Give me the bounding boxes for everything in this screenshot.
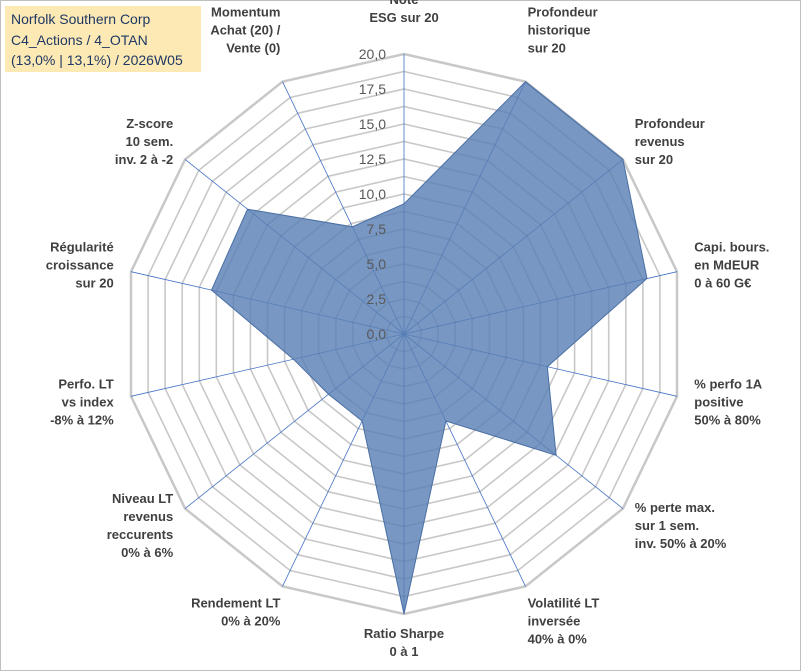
axis-label: Régularité croissance sur 20: [46, 240, 114, 291]
axis-label-line: en MdEUR: [694, 258, 760, 273]
axis-label-line: Volatilité LT: [528, 596, 600, 611]
axis-label: Ratio Sharpe 0 à 1: [364, 626, 444, 659]
axis-label: % perfo 1A positive 50% à 80%: [694, 377, 763, 428]
axis-label-line: positive: [694, 395, 743, 410]
axis-label-line: Z-score: [126, 116, 173, 131]
axis-label: Profondeur historique sur 20: [528, 5, 598, 56]
axis-label-line: Profondeur: [635, 116, 705, 131]
axis-label-line: 0 à 60 G€: [694, 276, 751, 291]
axis-label-line: revenus: [635, 134, 685, 149]
axis-label-line: 40% à 0%: [528, 632, 588, 647]
axis-label-line: inv. 50% à 20%: [635, 536, 727, 551]
axis-label-line: sur 20: [635, 152, 673, 167]
axis-label-line: vs index: [62, 395, 115, 410]
axis-label-line: 50% à 80%: [694, 413, 761, 428]
tick-label: 17,5: [359, 81, 386, 97]
axis-label-line: sur 1 sem.: [635, 518, 699, 533]
axis-label-line: revenus: [123, 509, 173, 524]
axis-label-line: sur 20: [75, 276, 113, 291]
axis-label-line: Achat (20) /: [210, 23, 280, 38]
performance-week: (13,0% | 13,1%) / 2026W05: [11, 52, 183, 68]
axis-label-line: Note: [390, 0, 419, 7]
axis-label-line: Momentum: [211, 5, 280, 20]
axis-label-line: Capi. bours.: [694, 240, 769, 255]
axis-label-line: 0% à 20%: [221, 614, 281, 629]
portfolio-path: C4_Actions / 4_OTAN: [11, 31, 148, 48]
axis-label-line: inversée: [528, 614, 581, 629]
axis-label-line: % perte max.: [635, 500, 715, 515]
axis-label-line: Ratio Sharpe: [364, 626, 444, 641]
data-series-polygon: [210, 81, 648, 615]
tick-label: 0,0: [367, 326, 387, 342]
axis-label: Momentum Achat (20) / Vente (0): [210, 5, 280, 56]
axis-label-line: sur 20: [528, 41, 566, 56]
axis-label: Profondeur revenus sur 20: [635, 116, 705, 167]
tick-label: 20,0: [359, 46, 386, 62]
axis-label: Niveau LT revenus reccurents 0% à 6%: [107, 491, 174, 560]
tick-label: 15,0: [359, 116, 386, 132]
tick-label: 5,0: [367, 256, 387, 272]
axis-label: Rendement LT 0% à 20%: [191, 596, 281, 629]
axis-label: Z-score 10 sem. inv. 2 à -2: [115, 116, 173, 167]
axis-label-line: ESG sur 20: [369, 10, 438, 25]
tick-label: 2,5: [367, 291, 387, 307]
axis-label-line: 10 sem.: [125, 134, 173, 149]
axis-label-line: 0 à 1: [390, 644, 419, 659]
axis-label: Note ESG sur 20: [369, 0, 438, 25]
axis-label-line: croissance: [46, 258, 114, 273]
axis-label: Perfo. LT vs index -8% à 12%: [50, 377, 114, 428]
tick-label: 7,5: [367, 221, 387, 237]
tick-label: 10,0: [359, 186, 386, 202]
axis-label-line: historique: [528, 23, 591, 38]
axis-label: Capi. bours. en MdEUR 0 à 60 G€: [694, 240, 769, 291]
axis-label: % perte max. sur 1 sem. inv. 50% à 20%: [635, 500, 727, 551]
axis-label-line: Vente (0): [226, 41, 280, 56]
tick-label: 12,5: [359, 151, 386, 167]
axis-label-line: reccurents: [107, 527, 173, 542]
axis-label-line: Niveau LT: [112, 491, 173, 506]
radial-tick-labels: 0,0 2,5 5,0 7,5 10,0 12,5 15,0 17,5 20,0: [359, 46, 386, 342]
axis-label-line: Profondeur: [528, 5, 598, 20]
axis-label-line: Rendement LT: [191, 596, 280, 611]
axis-label: Volatilité LT inversée 40% à 0%: [528, 596, 600, 647]
axis-label-line: Perfo. LT: [58, 377, 113, 392]
axis-label-line: -8% à 12%: [50, 413, 114, 428]
axis-label-line: Régularité: [50, 240, 114, 255]
axis-labels: Note ESG sur 20 Profondeur historique sur 20…: [46, 0, 770, 659]
axis-label-line: % perfo 1A: [694, 377, 763, 392]
company-name: Norfolk Southern Corp: [11, 11, 151, 27]
axis-label-line: 0% à 6%: [121, 545, 173, 560]
axis-label-line: inv. 2 à -2: [115, 152, 173, 167]
info-box: Norfolk Southern Corp C4_Actions / 4_OTA…: [5, 6, 201, 72]
